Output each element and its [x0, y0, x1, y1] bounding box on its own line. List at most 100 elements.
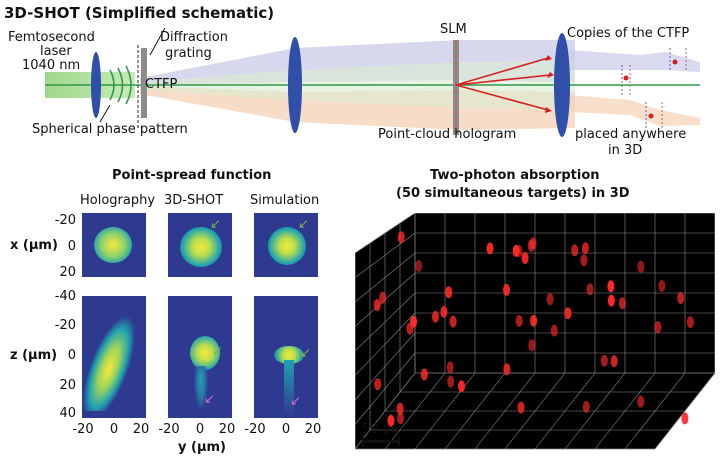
target-spot: [637, 395, 645, 408]
target-spot: [530, 314, 538, 327]
target-spot: [528, 339, 536, 352]
slm-label: SLM: [440, 22, 467, 37]
target-spot: [681, 412, 689, 425]
target-spot: [564, 307, 572, 320]
target-spot: [503, 283, 510, 296]
pink-arrow-icon: ↙: [290, 394, 301, 409]
psf-col-simulation: Simulation: [250, 193, 320, 208]
ray-down: [455, 84, 549, 111]
target-spot: [432, 310, 439, 323]
target-spot: [515, 314, 523, 327]
target-spot: [458, 380, 465, 393]
pink-arrow-icon: ↙: [204, 392, 215, 407]
output-beam-top: [570, 50, 700, 72]
target-spot: [550, 324, 558, 337]
grating-label-2: grating: [165, 46, 212, 61]
grid-line: [355, 213, 416, 254]
z-tick: -40: [54, 289, 76, 304]
target-spot: [607, 294, 615, 307]
green-arrow-icon: ↙: [210, 217, 221, 232]
grid-line: [654, 372, 715, 450]
ctfp-label: CTFP: [145, 77, 178, 92]
target-spot: [521, 252, 529, 264]
phase-arc-1: [109, 69, 115, 101]
target-spot: [610, 355, 618, 368]
target-spot: [397, 412, 404, 425]
green-arrow-icon: ↙: [300, 346, 311, 361]
laser-label-3: 1040 nm: [22, 58, 81, 73]
y-tick: 20: [218, 422, 236, 437]
target-spot: [517, 401, 525, 414]
target-spot: [677, 292, 685, 304]
placed-label-2: in 3D: [608, 143, 643, 158]
green-arrow-icon: ↙: [298, 217, 309, 232]
target-spot: [396, 402, 404, 415]
y-tick: 0: [195, 422, 205, 437]
target-spot: [571, 244, 579, 257]
copies-label: Copies of the CTFP: [567, 26, 690, 41]
target-spot: [503, 363, 511, 376]
target-spot: [440, 305, 448, 318]
psf-x-3dshot: ↙: [168, 213, 232, 277]
scale-bar: [362, 440, 400, 443]
target-spot: [447, 375, 455, 388]
scale-bar-cap-left: [362, 436, 364, 446]
target-spot: [449, 315, 457, 328]
diffraction-grating: [141, 48, 147, 118]
x-tick: -20: [54, 213, 76, 228]
schematic-title: 3D-SHOT (Simplified schematic): [4, 4, 275, 22]
target-spot: [637, 260, 645, 273]
laser-label-2: laser: [40, 44, 72, 59]
phase-pattern-label: Spherical phase pattern: [32, 122, 188, 137]
scale-bar-label: 50 μm: [362, 422, 404, 437]
hologram-label: Point-cloud hologram: [378, 127, 517, 142]
lens-2: [288, 37, 302, 133]
target-spot: [397, 231, 405, 244]
y-tick: 20: [132, 422, 150, 437]
y-axis-label: y (μm): [178, 440, 226, 455]
target-spot: [658, 279, 666, 292]
target-spot: [406, 322, 414, 335]
target-spot: [486, 242, 494, 255]
target-spot: [379, 291, 387, 304]
z-tick: 20: [59, 378, 76, 393]
scale-bar-cap-right: [398, 436, 400, 446]
target-spot: [512, 244, 520, 257]
output-beam-bottom: [570, 95, 700, 126]
phase-arc-3: [125, 65, 132, 105]
y-tick: -20: [72, 422, 94, 437]
target-spot: [654, 321, 662, 334]
x-tick: 20: [59, 265, 76, 280]
target-spot: [582, 400, 590, 413]
psf-z-3dshot: ↙ ↙: [168, 296, 232, 418]
placed-label-1: placed anywhere: [575, 127, 687, 142]
y-tick: 20: [304, 422, 322, 437]
absorption-title-2: (50 simultaneous targets) in 3D: [396, 186, 630, 201]
target-spot: [415, 259, 423, 272]
target-spot: [546, 293, 554, 306]
psf-x-holography: [82, 213, 146, 277]
target-spot: [586, 283, 594, 296]
psf-col-holography: Holography: [80, 193, 156, 208]
z-tick: -20: [54, 318, 76, 333]
x-axis-label: x (μm): [10, 238, 58, 253]
psf-z-holography: [82, 296, 146, 418]
ray-up: [455, 57, 549, 86]
psf-col-3dshot: 3D-SHOT: [164, 193, 224, 208]
phase-arc-2: [117, 67, 124, 103]
ray-mid: [455, 74, 551, 86]
target-spot: [618, 297, 626, 310]
y-tick: -20: [244, 422, 266, 437]
target-spot: [600, 354, 608, 367]
x-tick: 0: [67, 239, 76, 254]
green-arrow-icon: ↙: [212, 344, 223, 359]
target-spot: [581, 242, 589, 255]
psf-title: Point-spread function: [112, 168, 272, 183]
absorption-title-1: Two-photon absorption: [430, 168, 600, 183]
z-tick: 40: [59, 406, 76, 421]
grating-label-1: Diffraction: [160, 30, 228, 45]
target-spot: [580, 254, 588, 267]
y-tick: -20: [158, 422, 180, 437]
laser-label-1: Femtosecond: [8, 30, 95, 45]
y-tick: 0: [281, 422, 291, 437]
